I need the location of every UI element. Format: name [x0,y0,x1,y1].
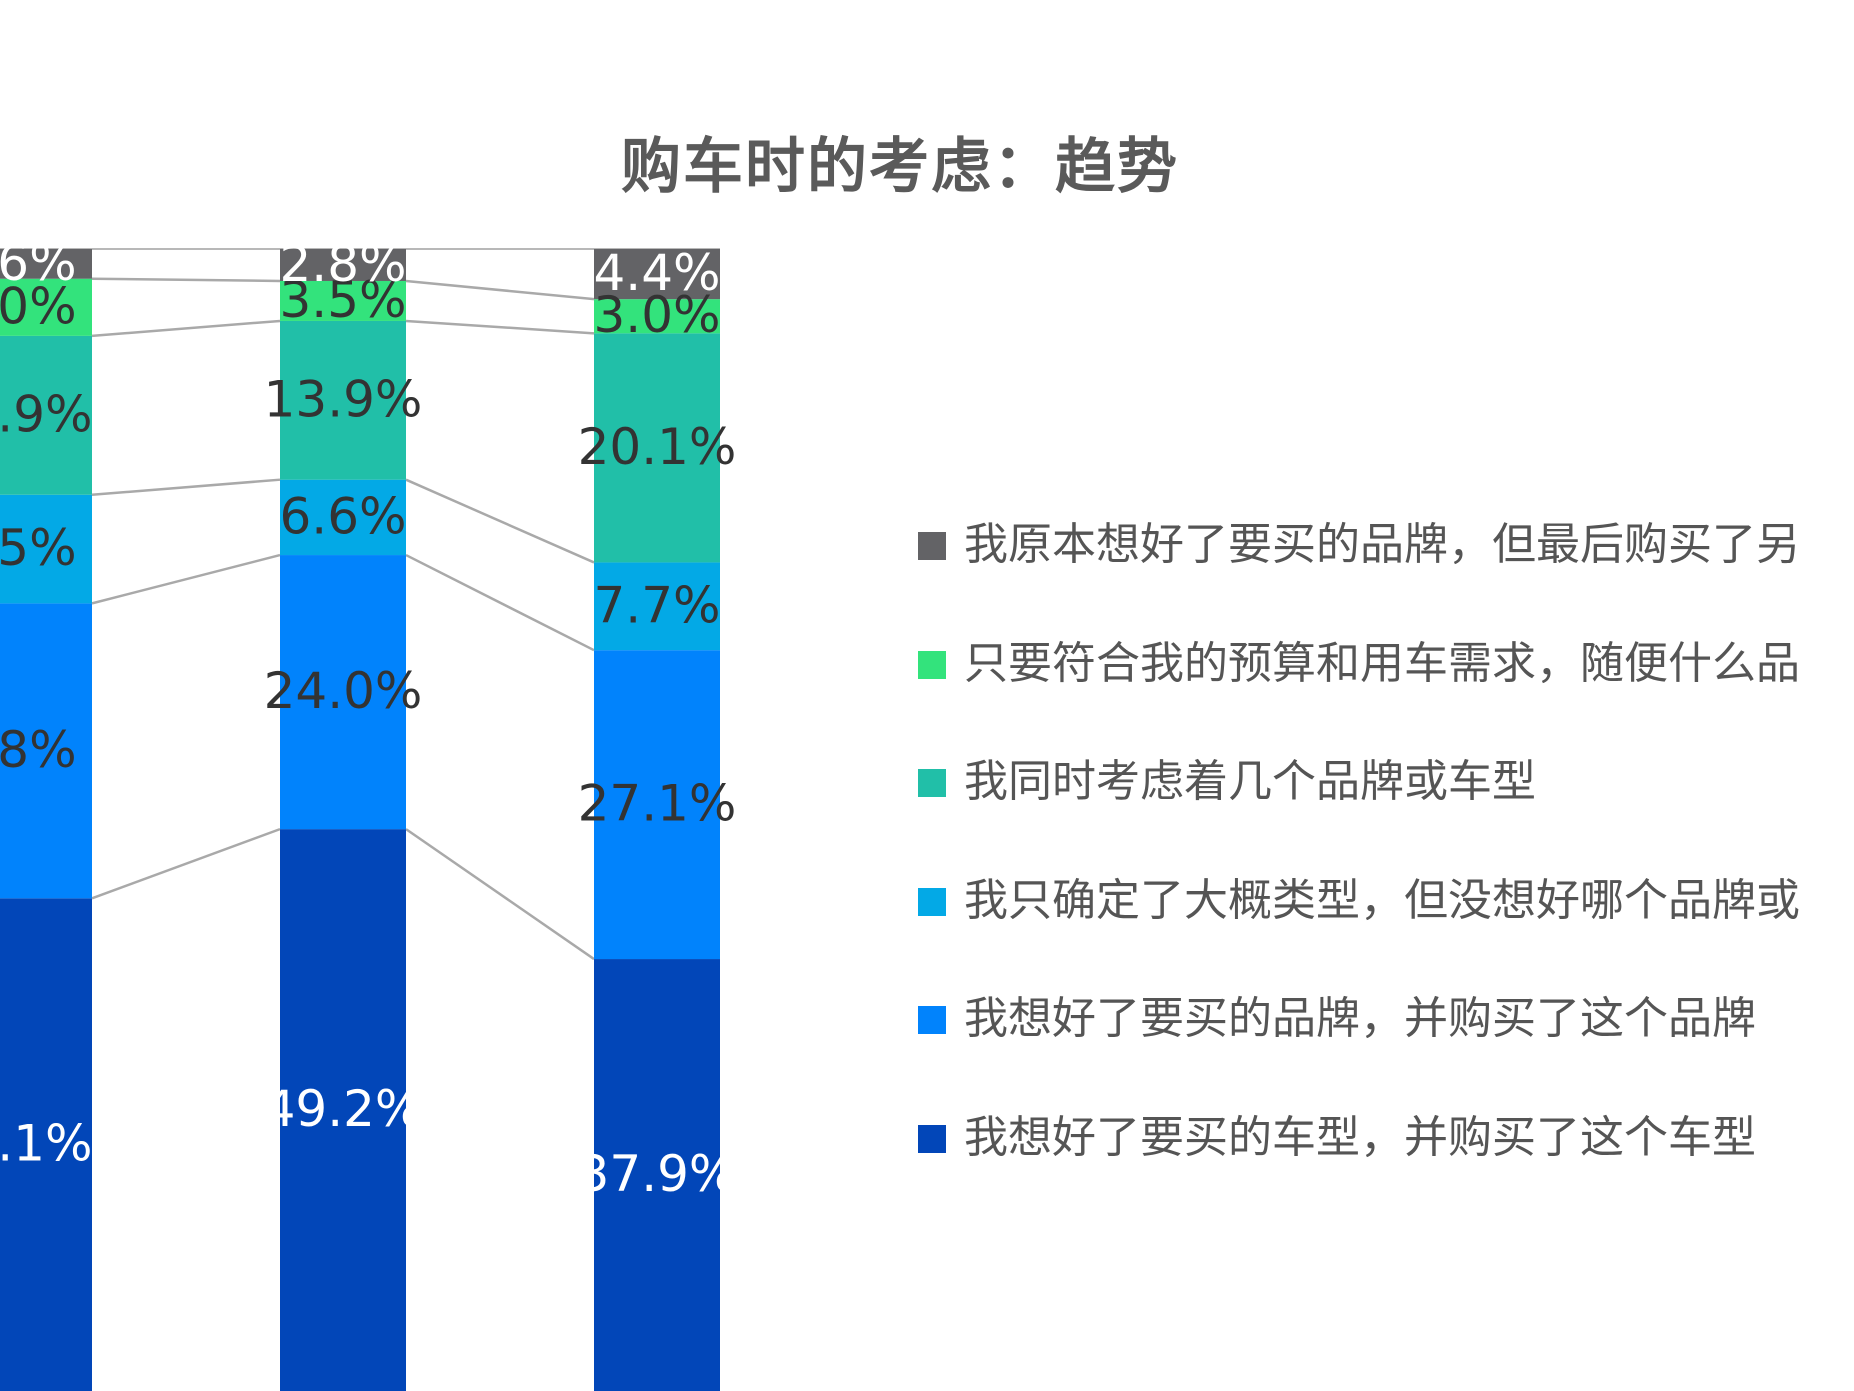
legend-item: 我想好了要买的品牌，并购买了这个品牌 [918,989,1854,1108]
legend-swatch [918,532,946,560]
connector-line [405,478,595,564]
bar-segment [280,320,406,480]
value-label: 4.4% [593,244,720,302]
bar-segment [0,249,92,279]
value-label: 13.9% [264,370,423,428]
connector-line [91,478,281,497]
legend-label: 我只确定了大概类型，但没想好哪个品牌或 [964,874,1800,926]
legend-label: 只要符合我的预算和用车需求，随便什么品 [964,637,1800,689]
legend-swatch [918,650,946,679]
value-label: 27.1% [578,775,737,833]
legend-item: 我同时考虑着几个品牌或车型 [918,752,1854,871]
value-label: .0% [0,277,77,335]
bar-segment [594,959,720,1391]
bar-segment [0,603,92,899]
connector-line [405,279,595,301]
connector-line [405,319,595,335]
bar-segment [280,479,406,556]
connector-line [91,277,281,283]
value-label: 3.1% [0,1115,93,1173]
legend-label: 我想好了要买的车型，并购买了这个车型 [964,1111,1756,1163]
legend-item: 我只确定了大概类型，但没想好哪个品牌或 [918,871,1854,990]
bar-segment [594,249,720,300]
legend-swatch [918,1124,946,1153]
bar-segment [0,898,92,1391]
value-label: 37.9% [578,1145,737,1203]
bar-segment [594,562,720,651]
value-label: .6% [0,234,77,292]
value-labels: 3.1% .8% .5% 3.9% .0%.6% 49.2% 24.0% 6.6% 13.9% 3… [0,234,736,1203]
value-label: 49.2% [264,1080,423,1138]
legend-swatch [918,1006,946,1034]
connector-line [405,828,595,961]
bar-segment [280,829,406,1391]
legend: 我原本想好了要买的品牌，但最后购买了另 只要符合我的预算和用车需求，随便什么品 我同… [918,515,1854,1226]
value-label: 3.0% [593,286,720,344]
bar-segment [0,494,92,604]
value-label: 24.0% [264,662,423,720]
chart-title: 购车时的考虑：趋势 [621,132,1179,202]
value-label: 20.1% [578,418,737,476]
connector-lines [91,277,595,961]
value-label: .8% [0,721,77,779]
legend-swatch [918,887,946,916]
connector-line [91,827,281,900]
legend-label: 我同时考虑着几个品牌或车型 [964,756,1536,807]
bar-segment [594,333,720,563]
bars [0,249,720,1391]
value-label: 2.8% [279,235,406,293]
legend-label: 我原本想好了要买的品牌，但最后购买了另 [964,519,1800,570]
value-label: 3.9% [0,385,93,443]
legend-swatch [918,769,946,797]
value-label: 6.6% [279,487,406,545]
connector-line [91,319,281,338]
value-label: 7.7% [593,576,720,634]
value-label: 3.5% [279,271,406,329]
legend-label: 我想好了要买的品牌，并购买了这个品牌 [964,993,1756,1044]
legend-item: 我原本想好了要买的品牌，但最后购买了另 [918,515,1854,634]
bar-segment [280,555,406,830]
bar-segment [0,278,92,336]
bar-segment [594,299,720,334]
connector-line [91,553,281,605]
bar-segment [280,280,406,321]
connector-line [405,553,595,652]
legend-item: 我想好了要买的车型，并购买了这个车型 [918,1108,1854,1227]
bar-segment [0,335,92,495]
bar-segment [594,650,720,960]
value-label: .5% [0,519,77,577]
bar-segment [280,249,406,281]
legend-item: 只要符合我的预算和用车需求，随便什么品 [918,634,1854,753]
